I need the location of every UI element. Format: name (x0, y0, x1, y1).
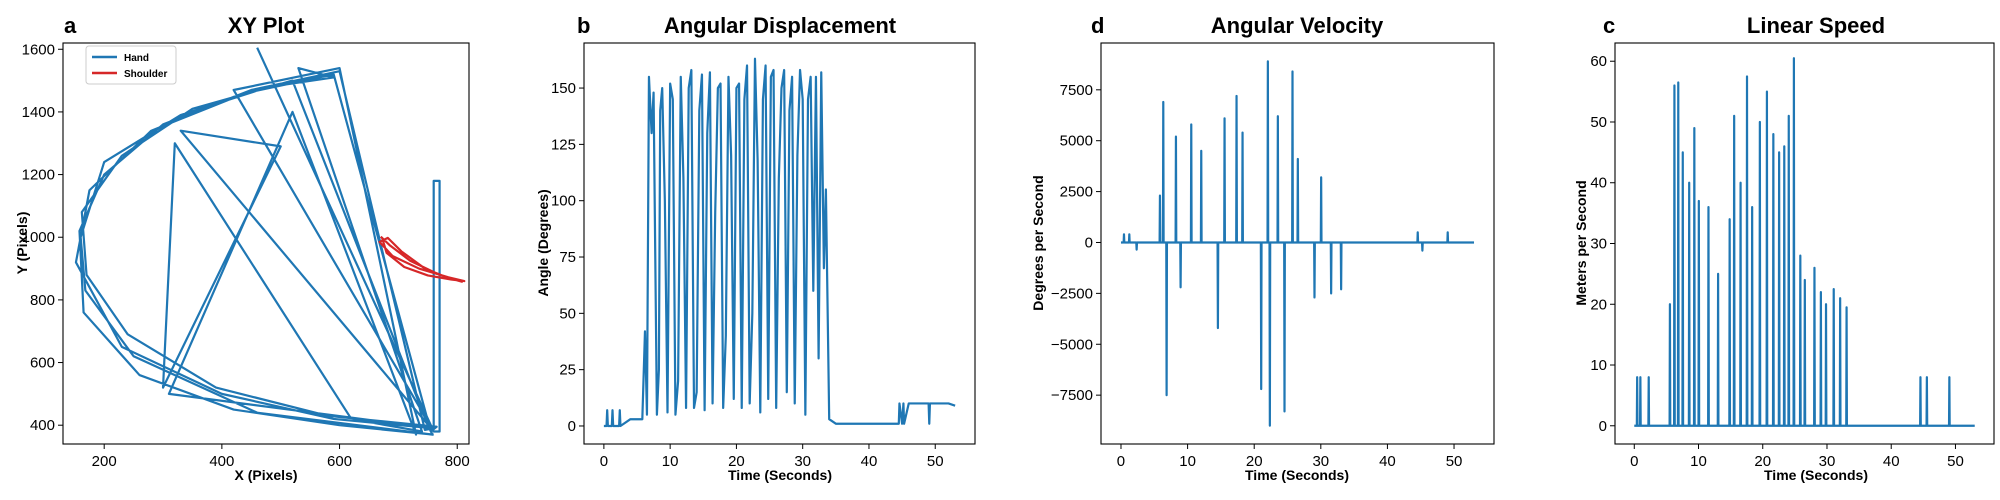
y-tick-label: 7500 (1060, 82, 1093, 99)
x-tick-label: 200 (92, 453, 117, 470)
y-tick-label: 5000 (1060, 133, 1093, 150)
x-tick-label: 20 (1246, 453, 1263, 470)
legend-label-shoulder: Shoulder (124, 69, 167, 80)
x-axis-label: Time (Seconds) (728, 467, 832, 483)
panel-angular-velocity: d Angular Velocity Time (Seconds) Degree… (1030, 13, 1495, 483)
legend-label-hand: Hand (124, 53, 149, 64)
chart-title: Angular Displacement (664, 13, 897, 38)
chart-title: XY Plot (228, 13, 305, 38)
series-group (74, 47, 466, 436)
y-axis-label: Y (Pixels) (14, 212, 30, 275)
y-axis-label: Degrees per Second (1030, 175, 1046, 310)
y-tick-label: 2500 (1060, 184, 1093, 201)
x-tick-label: 20 (1754, 453, 1771, 470)
y-tick-label: 75 (559, 249, 576, 266)
y-tick-label: 600 (30, 355, 55, 372)
x-tick-label: 0 (600, 453, 608, 470)
chart-title: Linear Speed (1747, 13, 1885, 38)
y-tick-label: 0 (1085, 234, 1093, 251)
y-tick-label: 10 (1590, 357, 1607, 374)
y-tick-label: 0 (568, 418, 576, 435)
y-tick-label: −7500 (1051, 387, 1093, 404)
y-tick-label: 1400 (22, 104, 55, 121)
y-tick-label: 150 (551, 80, 576, 97)
x-axis-label: Time (Seconds) (1764, 467, 1868, 483)
x-tick-label: 400 (209, 453, 234, 470)
x-tick-label: 50 (1947, 453, 1964, 470)
series-group (1120, 60, 1475, 427)
panel-xy-plot: a XY Plot X (Pixels) Y (Pixels) 200 400 60… (14, 13, 470, 483)
y-tick-label: 50 (559, 305, 576, 322)
chart-title: Angular Velocity (1211, 13, 1384, 38)
axes-frame (1100, 42, 1495, 445)
series-line-shoulder (378, 235, 466, 283)
plot-area: 0 10 20 30 40 50 0 10 20 30 40 50 60 (1590, 42, 1995, 470)
series-line-angular-velocity (1120, 60, 1475, 427)
series-line-hand (74, 47, 441, 436)
x-tick-label: 20 (728, 453, 745, 470)
y-tick-label: −5000 (1051, 336, 1093, 353)
y-tick-label: 40 (1590, 175, 1607, 192)
plot-area: 200 400 600 800 400 600 800 1000 1200 1400 1600 (22, 41, 470, 470)
y-tick-label: 60 (1590, 53, 1607, 70)
x-tick-label: 40 (1883, 453, 1900, 470)
y-tick-label: 400 (30, 417, 55, 434)
x-tick-label: 50 (927, 453, 944, 470)
axes-frame (62, 42, 470, 445)
x-tick-label: 40 (1379, 453, 1396, 470)
x-tick-label: 0 (1630, 453, 1638, 470)
x-tick-label: 30 (1312, 453, 1329, 470)
x-tick-label: 10 (1690, 453, 1707, 470)
series-line-speed (1634, 57, 1975, 427)
x-axis-label: Time (Seconds) (1245, 467, 1349, 483)
x-tick-label: 800 (445, 453, 470, 470)
y-axis-label: Meters per Second (1573, 180, 1589, 305)
panel-letter: a (64, 13, 77, 38)
panel-letter: b (577, 13, 590, 38)
y-tick-label: 125 (551, 136, 576, 153)
panel-letter: c (1603, 13, 1615, 38)
x-axis-label: X (Pixels) (234, 467, 297, 483)
series-group (1634, 57, 1975, 427)
y-tick-label: 50 (1590, 114, 1607, 131)
plot-area: 0 10 20 30 40 50 0 25 50 75 100 125 150 (551, 42, 976, 470)
y-tick-label: 30 (1590, 236, 1607, 253)
panel-linear-speed: c Linear Speed Time (Seconds) Meters per… (1573, 13, 1995, 483)
y-tick-label: 20 (1590, 296, 1607, 313)
x-tick-label: 30 (1819, 453, 1836, 470)
legend: Hand Shoulder (85, 45, 177, 85)
y-tick-label: 1600 (22, 41, 55, 58)
y-tick-label: 800 (30, 292, 55, 309)
x-tick-label: 30 (794, 453, 811, 470)
y-tick-label: 0 (1599, 418, 1607, 435)
axes-frame (583, 42, 976, 445)
y-tick-label: 25 (559, 362, 576, 379)
legend-box (85, 45, 177, 85)
y-tick-label: 1200 (22, 167, 55, 184)
plot-area: 0 10 20 30 40 50 −7500 −5000 −2500 0 2500 5000 7500 (1051, 42, 1495, 470)
y-tick-label: 100 (551, 193, 576, 210)
x-tick-label: 40 (861, 453, 878, 470)
y-tick-label: −2500 (1051, 285, 1093, 302)
series-group (603, 57, 956, 428)
y-tick-label: 1000 (22, 229, 55, 246)
panel-letter: d (1091, 13, 1104, 38)
x-tick-label: 10 (1179, 453, 1196, 470)
y-axis-label: Angle (Degrees) (535, 189, 551, 296)
panel-angular-displacement: b Angular Displacement Time (Seconds) An… (535, 13, 976, 483)
series-line-angle (603, 57, 956, 428)
x-tick-label: 10 (662, 453, 679, 470)
x-tick-label: 50 (1446, 453, 1463, 470)
x-tick-label: 0 (1117, 453, 1125, 470)
x-tick-label: 600 (327, 453, 352, 470)
